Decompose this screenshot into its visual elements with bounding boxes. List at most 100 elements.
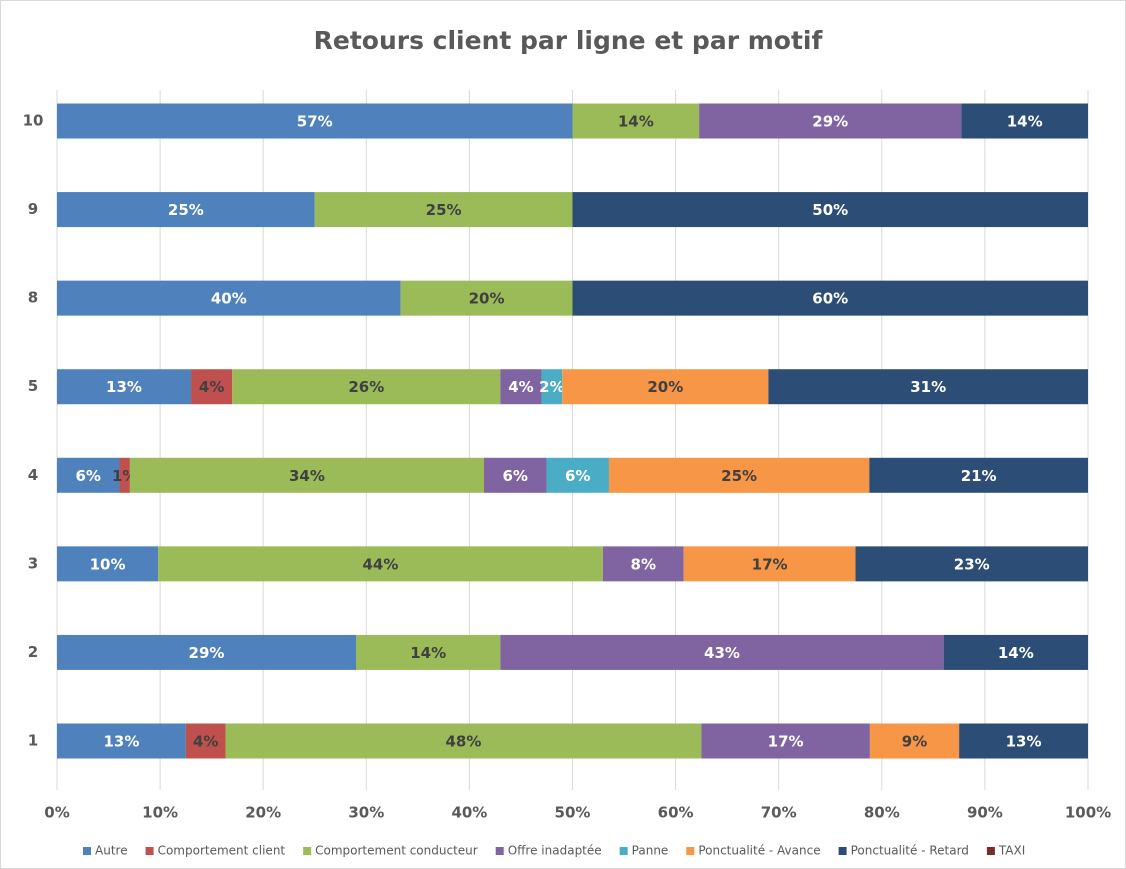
data-label: 25%	[426, 201, 462, 219]
x-tick-label: 70%	[761, 804, 797, 822]
x-tick-label: 80%	[864, 804, 900, 822]
bar-segment	[546, 457, 609, 493]
bar-segment	[158, 546, 603, 582]
data-label: 17%	[768, 733, 804, 751]
bar-segment	[483, 457, 547, 493]
bar-segment	[57, 280, 401, 316]
data-label: 21%	[961, 467, 997, 485]
x-tick-label: 0%	[44, 804, 69, 822]
legend-swatch	[145, 847, 154, 855]
data-label: 29%	[189, 644, 225, 662]
bar-segment	[57, 634, 356, 670]
data-label: 6%	[565, 467, 590, 485]
data-label: 50%	[812, 201, 848, 219]
y-tick-label: 2	[28, 643, 38, 661]
data-label: 14%	[618, 113, 654, 131]
data-label: 14%	[410, 644, 446, 662]
data-label: 4%	[193, 733, 218, 751]
data-label: 40%	[211, 290, 247, 308]
bar-segment	[500, 369, 542, 405]
legend-swatch	[83, 847, 91, 855]
data-label: 13%	[1006, 733, 1042, 751]
data-label: 48%	[445, 733, 481, 751]
bar-segment	[57, 457, 120, 493]
data-label: 4%	[199, 378, 224, 396]
bar-segment	[768, 369, 1088, 405]
x-tick-label: 10%	[142, 804, 178, 822]
legend-label: Comportement conducteur	[315, 844, 478, 858]
data-label: 44%	[362, 555, 398, 573]
y-tick-label: 4	[28, 466, 38, 484]
data-label: 31%	[910, 378, 946, 396]
y-tick-label: 8	[28, 289, 38, 307]
bar-segment	[541, 369, 563, 405]
data-label: 14%	[998, 644, 1034, 662]
bar-segment	[57, 192, 315, 228]
x-tick-label: 30%	[348, 804, 384, 822]
bar-segment	[355, 634, 501, 670]
legend-swatch	[986, 847, 995, 855]
bar-segment	[232, 369, 501, 405]
data-label: 23%	[954, 555, 990, 573]
data-label: 8%	[631, 555, 656, 573]
data-label: 10%	[90, 555, 126, 573]
data-label: 14%	[1007, 113, 1043, 131]
legend-swatch	[303, 847, 312, 855]
bar-segment	[572, 280, 1088, 316]
chart-title: Retours client par ligne et par motif	[314, 26, 824, 55]
bar-segment	[57, 546, 159, 582]
legend-label: Ponctualité - Retard	[851, 844, 969, 858]
y-tick-label: 5	[28, 377, 38, 395]
data-label: 60%	[812, 290, 848, 308]
data-label: 13%	[106, 378, 142, 396]
y-tick-label: 10	[23, 112, 44, 130]
bar-segment	[855, 546, 1088, 582]
bar-segment	[943, 634, 1088, 670]
data-label: 43%	[704, 644, 740, 662]
bar-segment	[602, 546, 684, 582]
bar-segment	[57, 723, 186, 759]
legend-swatch	[686, 847, 695, 855]
bar-segment	[57, 369, 192, 405]
bar-segment	[191, 369, 233, 405]
x-tick-label: 60%	[658, 804, 694, 822]
data-label: 25%	[721, 467, 757, 485]
bar-segment	[961, 103, 1088, 139]
bar-segment	[314, 192, 573, 228]
bar-segment	[572, 103, 700, 139]
data-label: 13%	[103, 733, 139, 751]
bar-segment	[572, 192, 1088, 228]
legend-swatch	[619, 847, 628, 855]
bar-segment	[185, 723, 226, 759]
data-label: 29%	[812, 113, 848, 131]
data-label: 20%	[647, 378, 683, 396]
x-tick-label: 20%	[245, 804, 281, 822]
x-tick-label: 90%	[967, 804, 1003, 822]
bar-segment	[225, 723, 702, 759]
legend-label: Offre inadaptée	[508, 844, 602, 858]
bar-segment	[959, 723, 1088, 759]
bar-segment	[608, 457, 870, 493]
bar-segment	[699, 103, 962, 139]
bar-segment	[500, 634, 944, 670]
data-label: 6%	[76, 467, 101, 485]
legend-label: Ponctualité - Avance	[698, 844, 820, 858]
data-label: 6%	[502, 467, 527, 485]
data-label: 17%	[752, 555, 788, 573]
data-label: 57%	[297, 113, 333, 131]
legend-swatch	[838, 847, 847, 855]
data-label: 26%	[348, 378, 384, 396]
data-label: 20%	[469, 290, 505, 308]
bar-segment	[129, 457, 484, 493]
data-label: 2%	[539, 378, 564, 396]
x-tick-label: 100%	[1065, 804, 1111, 822]
data-label: 4%	[508, 378, 533, 396]
data-label: 25%	[168, 201, 204, 219]
x-tick-label: 40%	[451, 804, 487, 822]
data-label: 34%	[289, 467, 325, 485]
legend-label: TAXI	[998, 844, 1025, 858]
legend-label: Autre	[95, 844, 128, 858]
bar-segment	[119, 457, 130, 493]
y-tick-label: 3	[28, 554, 38, 572]
